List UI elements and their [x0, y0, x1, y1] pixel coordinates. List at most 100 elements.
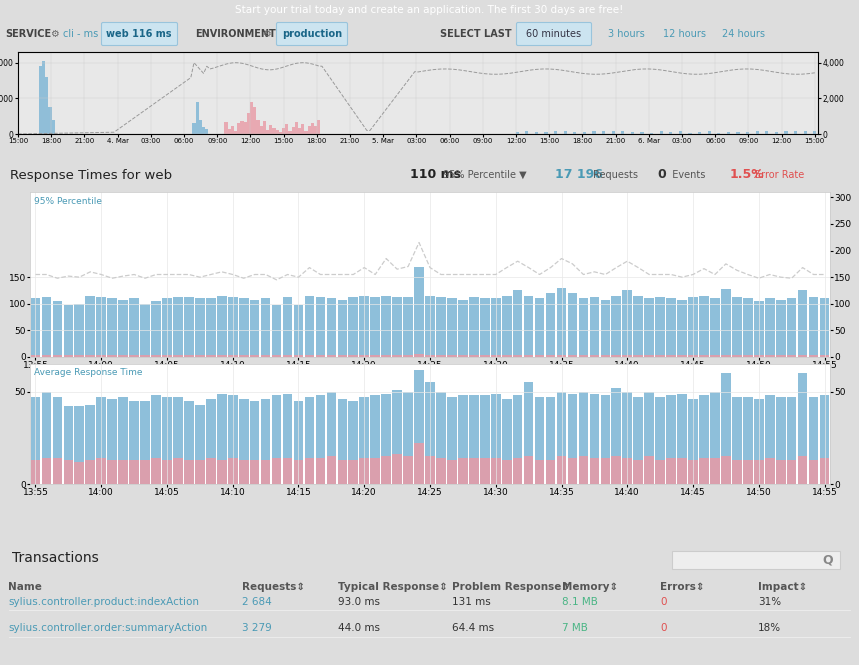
Bar: [436, 458, 446, 484]
Bar: [314, 124, 317, 134]
Bar: [414, 444, 423, 484]
Bar: [480, 355, 490, 357]
Bar: [579, 456, 588, 484]
Bar: [633, 355, 643, 357]
Bar: [302, 128, 304, 134]
Bar: [798, 355, 807, 357]
Bar: [31, 460, 40, 484]
Bar: [206, 299, 216, 357]
Bar: [291, 131, 295, 134]
Bar: [196, 102, 198, 134]
Bar: [393, 355, 402, 357]
Bar: [579, 355, 588, 357]
Bar: [239, 460, 248, 484]
Bar: [42, 61, 46, 134]
Bar: [241, 132, 244, 134]
Bar: [660, 132, 663, 134]
Bar: [535, 132, 538, 134]
Text: ⚙: ⚙: [50, 29, 58, 39]
Bar: [239, 299, 248, 357]
Bar: [491, 355, 501, 357]
Bar: [370, 458, 380, 484]
Bar: [64, 460, 73, 484]
Bar: [304, 126, 308, 134]
Text: 110 ms: 110 ms: [410, 168, 461, 182]
Bar: [436, 355, 446, 357]
Bar: [283, 355, 292, 357]
Bar: [612, 296, 621, 357]
Bar: [667, 396, 676, 484]
Bar: [250, 299, 259, 357]
Bar: [819, 299, 829, 357]
Bar: [765, 299, 775, 357]
Bar: [64, 355, 73, 357]
Bar: [298, 127, 302, 134]
Bar: [381, 394, 391, 484]
Bar: [285, 126, 289, 134]
Text: sylius.controller.order:summaryAction: sylius.controller.order:summaryAction: [8, 623, 207, 633]
Bar: [589, 458, 600, 484]
Bar: [370, 297, 380, 357]
Bar: [140, 355, 149, 357]
Bar: [294, 305, 303, 357]
Bar: [808, 355, 819, 357]
Bar: [326, 355, 336, 357]
Bar: [677, 394, 687, 484]
Bar: [151, 396, 161, 484]
Bar: [699, 458, 709, 484]
Bar: [259, 130, 263, 134]
Bar: [732, 460, 741, 484]
Bar: [393, 390, 402, 484]
Bar: [623, 355, 632, 357]
Bar: [107, 355, 117, 357]
Bar: [698, 133, 701, 134]
Bar: [502, 460, 511, 484]
Bar: [667, 299, 676, 357]
Bar: [754, 399, 764, 484]
Text: 0: 0: [660, 623, 667, 633]
Bar: [557, 288, 566, 357]
Bar: [234, 123, 237, 134]
Bar: [263, 122, 266, 134]
Bar: [247, 112, 250, 134]
Bar: [600, 299, 610, 357]
Bar: [370, 396, 380, 484]
Bar: [349, 401, 358, 484]
Bar: [813, 131, 816, 134]
Bar: [295, 124, 298, 134]
Bar: [633, 460, 643, 484]
Text: Impact⇕: Impact⇕: [758, 582, 807, 592]
Bar: [621, 130, 624, 134]
Bar: [765, 132, 769, 134]
Text: 8.1 MB: 8.1 MB: [562, 597, 598, 607]
Bar: [787, 299, 796, 357]
Bar: [765, 458, 775, 484]
Bar: [162, 460, 172, 484]
Bar: [130, 299, 139, 357]
Bar: [359, 355, 369, 357]
Bar: [184, 297, 194, 357]
Bar: [403, 355, 413, 357]
Bar: [311, 129, 314, 134]
Bar: [447, 299, 457, 357]
Bar: [480, 396, 490, 484]
Bar: [754, 301, 764, 357]
Bar: [308, 125, 311, 134]
Bar: [272, 131, 276, 134]
Bar: [282, 124, 285, 134]
Bar: [162, 355, 172, 357]
Text: Events: Events: [666, 170, 705, 180]
Bar: [338, 399, 347, 484]
Bar: [732, 355, 741, 357]
Bar: [480, 299, 490, 357]
Bar: [119, 397, 128, 484]
Bar: [554, 130, 557, 134]
Bar: [46, 77, 48, 134]
Bar: [502, 399, 511, 484]
Bar: [393, 297, 402, 357]
Bar: [338, 460, 347, 484]
Bar: [64, 406, 73, 484]
Bar: [41, 297, 52, 357]
Bar: [338, 299, 347, 357]
Bar: [633, 397, 643, 484]
